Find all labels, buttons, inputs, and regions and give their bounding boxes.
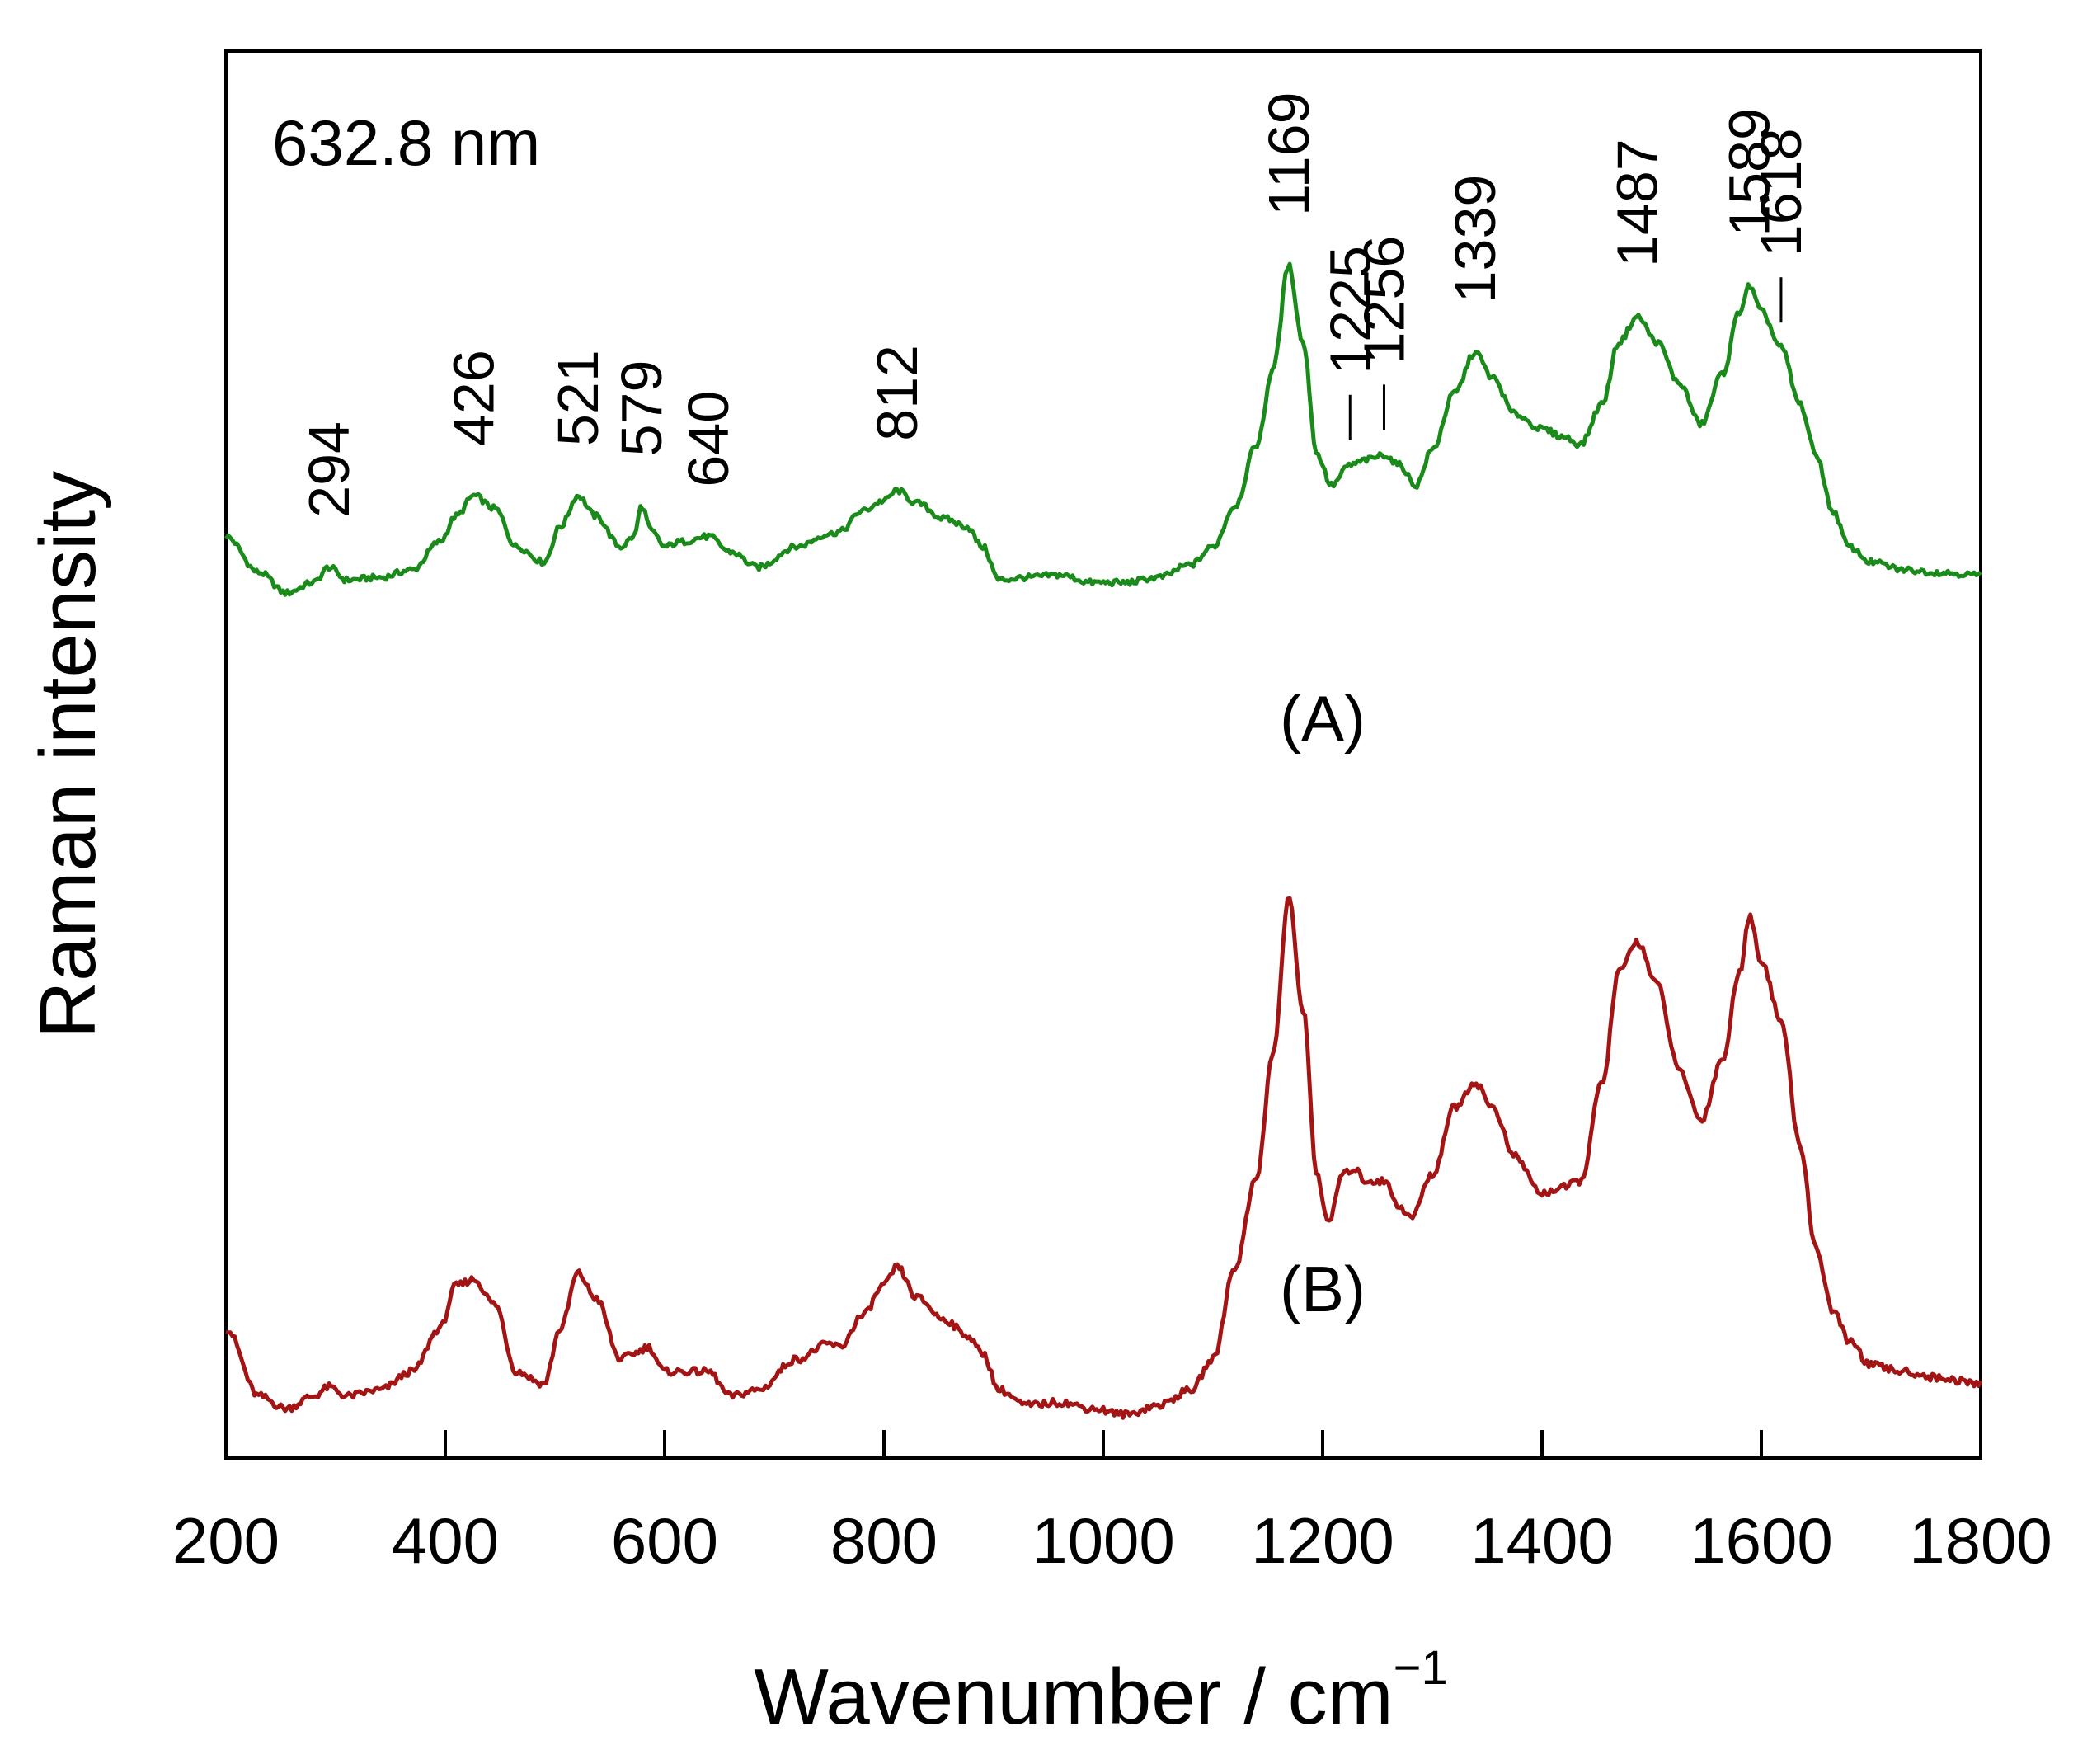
wavelength-annotation: 632.8 nm xyxy=(272,106,540,179)
peak-label-1256: 1256 xyxy=(1352,236,1417,365)
y-axis-label: Raman intensity xyxy=(24,471,112,1038)
x-axis-tick-labels: 200 400 600 800 1000 1200 1400 1600 1800 xyxy=(172,1504,2052,1577)
x-tick-label: 400 xyxy=(392,1504,499,1577)
peak-label-294: 294 xyxy=(297,421,361,518)
x-axis-ticks xyxy=(224,1430,1982,1458)
x-tick-label: 200 xyxy=(172,1504,280,1577)
series-labels: (A) (B) xyxy=(1280,682,1366,1325)
peak-label-640: 640 xyxy=(676,391,740,487)
x-axis-label-superscript: −1 xyxy=(1394,1641,1448,1695)
x-tick-label: 1400 xyxy=(1470,1504,1614,1577)
series-line-a xyxy=(223,261,1982,597)
x-tick-label: 800 xyxy=(830,1504,938,1577)
x-tick-label: 1200 xyxy=(1251,1504,1394,1577)
x-tick-label: 1600 xyxy=(1690,1504,1833,1577)
series-line-b xyxy=(225,896,1983,1420)
peak-label-1618: 1618 xyxy=(1749,128,1813,256)
peak-label-1487: 1487 xyxy=(1605,139,1670,267)
series-label-a: (A) xyxy=(1280,682,1366,755)
series-lines xyxy=(223,261,1983,1420)
peak-label-1225: 1225 xyxy=(1318,246,1382,374)
peak-label-812: 812 xyxy=(865,345,929,441)
x-axis-label: Wavenumber / cm−1 xyxy=(754,1641,1447,1741)
series-label-b: (B) xyxy=(1280,1253,1366,1325)
x-axis-label-text: Wavenumber / cm xyxy=(754,1653,1393,1741)
x-tick-label: 1000 xyxy=(1032,1504,1175,1577)
peak-label-521: 521 xyxy=(546,350,610,446)
peak-label-426: 426 xyxy=(442,350,506,446)
peak-label-1169: 1169 xyxy=(1257,92,1321,216)
peak-label-1589: 1589 xyxy=(1717,108,1781,237)
peak-label-1339: 1339 xyxy=(1443,175,1507,303)
x-tick-label: 1800 xyxy=(1909,1504,2052,1577)
peak-label-579: 579 xyxy=(609,360,674,457)
x-tick-label: 600 xyxy=(611,1504,718,1577)
